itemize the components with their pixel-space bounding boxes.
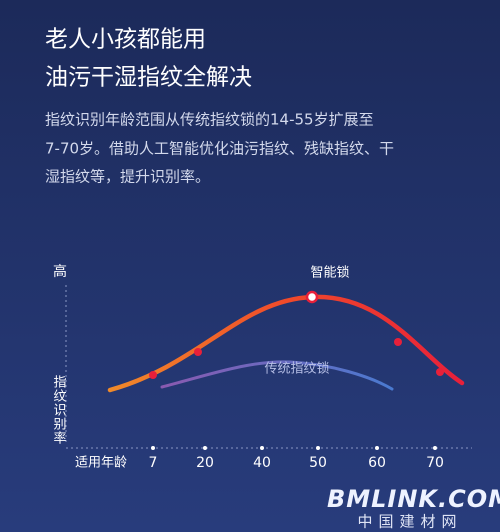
description: 指纹识别年龄范围从传统指纹锁的14-55岁扩展至 xyxy=(45,111,374,129)
x-tick-label: 70 xyxy=(426,455,444,471)
description: 7-70岁。借助人工智能优化油污指纹、残缺指纹、干 xyxy=(45,140,394,158)
tick-dot xyxy=(151,446,155,450)
x-tick-label: 50 xyxy=(309,455,327,471)
x-axis-label: 适用年龄 xyxy=(75,456,127,471)
title: 老人小孩都能用 xyxy=(45,27,206,53)
x-tick-label: 7 xyxy=(149,455,158,471)
traditional-label: 传统指纹锁 xyxy=(264,361,329,377)
tick-dot xyxy=(433,446,437,450)
description: 湿指纹等，提升识别率。 xyxy=(45,168,210,186)
peak-marker xyxy=(305,290,319,304)
y-axis-label: 纹 xyxy=(53,390,66,405)
curve-marker xyxy=(436,368,444,376)
tick-dot xyxy=(203,446,207,450)
traditional-curve xyxy=(160,360,394,391)
y-axis-label: 率 xyxy=(53,431,66,447)
tick-dot xyxy=(375,446,379,450)
curve-marker xyxy=(149,371,157,379)
watermark-subtitle: 中国建材网 xyxy=(357,513,462,531)
x-tick-label: 40 xyxy=(253,455,271,471)
watermark-brand: BMLINK.COM xyxy=(327,485,500,513)
curve-marker xyxy=(394,338,402,346)
smart-label: 智能锁 xyxy=(310,265,349,281)
x-tick-label: 60 xyxy=(368,455,386,471)
y-axis-top: 高 xyxy=(53,263,67,280)
y-axis-label: 指 xyxy=(53,376,66,391)
y-axis-label: 识 xyxy=(53,404,66,419)
x-tick-label: 20 xyxy=(196,455,214,471)
tick-dot xyxy=(316,446,320,450)
y-axis-label: 别 xyxy=(53,418,66,433)
tick-dot xyxy=(260,446,264,450)
title: 油污干湿指纹全解决 xyxy=(45,65,252,91)
curve-marker xyxy=(194,348,202,356)
